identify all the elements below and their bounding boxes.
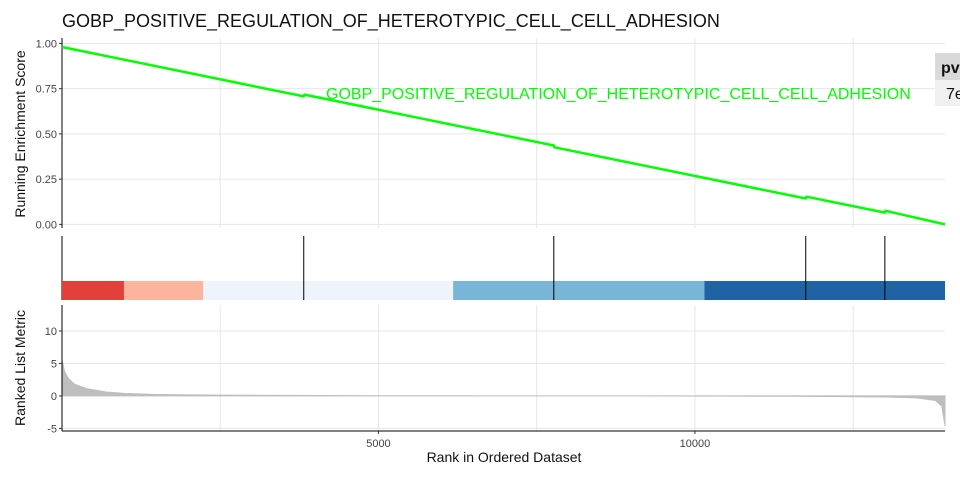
- rank-band-2: [203, 281, 454, 300]
- hit-lines: [303, 236, 886, 300]
- running-score-y-axis: 0.00 0.25 0.50 0.75 1.00: [36, 38, 63, 231]
- score-y-tick-label-1: 0.25: [36, 174, 57, 186]
- metric-y-tick-label-2: 5: [51, 358, 57, 370]
- rank-band-4: [704, 281, 945, 300]
- series-overlay-label: GOBP_POSITIVE_REGULATION_OF_HETEROTYPIC_…: [326, 86, 911, 103]
- running-score-y-label: Running Enrichment Score: [12, 50, 28, 218]
- x-axis: 5000 10000: [62, 430, 945, 450]
- hits-panel: [61, 236, 945, 300]
- rank-band-0: [62, 281, 124, 300]
- ranked-metric-panel: -5 0 5 10 5000 10000 Ranked List Metric Rank…: [12, 305, 946, 465]
- stats-table-header-bg: [935, 53, 960, 80]
- running-score-line-0: [61, 45, 946, 226]
- ranked-metric-area: [61, 359, 946, 426]
- x-axis-label: Rank in Ordered Dataset: [427, 449, 582, 465]
- x-tick-label-0: 5000: [366, 438, 390, 450]
- running-score-grid: [62, 38, 945, 228]
- x-tick-label-1: 10000: [680, 438, 711, 450]
- stats-table-header: pv: [941, 60, 960, 77]
- ranked-metric-grid: [62, 305, 945, 431]
- score-y-tick-label-4: 1.00: [36, 38, 57, 50]
- ranked-metric-area-group: [61, 359, 946, 426]
- chart-title: GOBP_POSITIVE_REGULATION_OF_HETEROTYPIC_…: [62, 11, 720, 32]
- ranked-metric-y-axis: -5 0 5 10: [45, 305, 63, 435]
- stats-table-cell-bg: [935, 80, 960, 106]
- metric-y-tick-label-1: 0: [51, 391, 57, 403]
- score-y-tick-label-2: 0.50: [36, 129, 57, 141]
- rank-band-1: [123, 281, 204, 300]
- rank-band-3: [453, 281, 705, 300]
- score-y-tick-label-0: 0.00: [36, 219, 57, 231]
- metric-y-tick-label-3: 10: [45, 326, 57, 338]
- ranked-metric-y-label: Ranked List Metric: [12, 310, 28, 426]
- rank-bands: [62, 281, 945, 300]
- running-score-panel: 0.00 0.25 0.50 0.75 1.00 Running Enrichment …: [12, 38, 946, 231]
- stats-table: pv 7e: [935, 53, 960, 106]
- score-y-tick-label-3: 0.75: [36, 84, 57, 96]
- metric-y-tick-label-0: -5: [47, 423, 57, 435]
- running-score-series: [61, 45, 946, 226]
- stats-table-cell: 7e: [946, 86, 960, 103]
